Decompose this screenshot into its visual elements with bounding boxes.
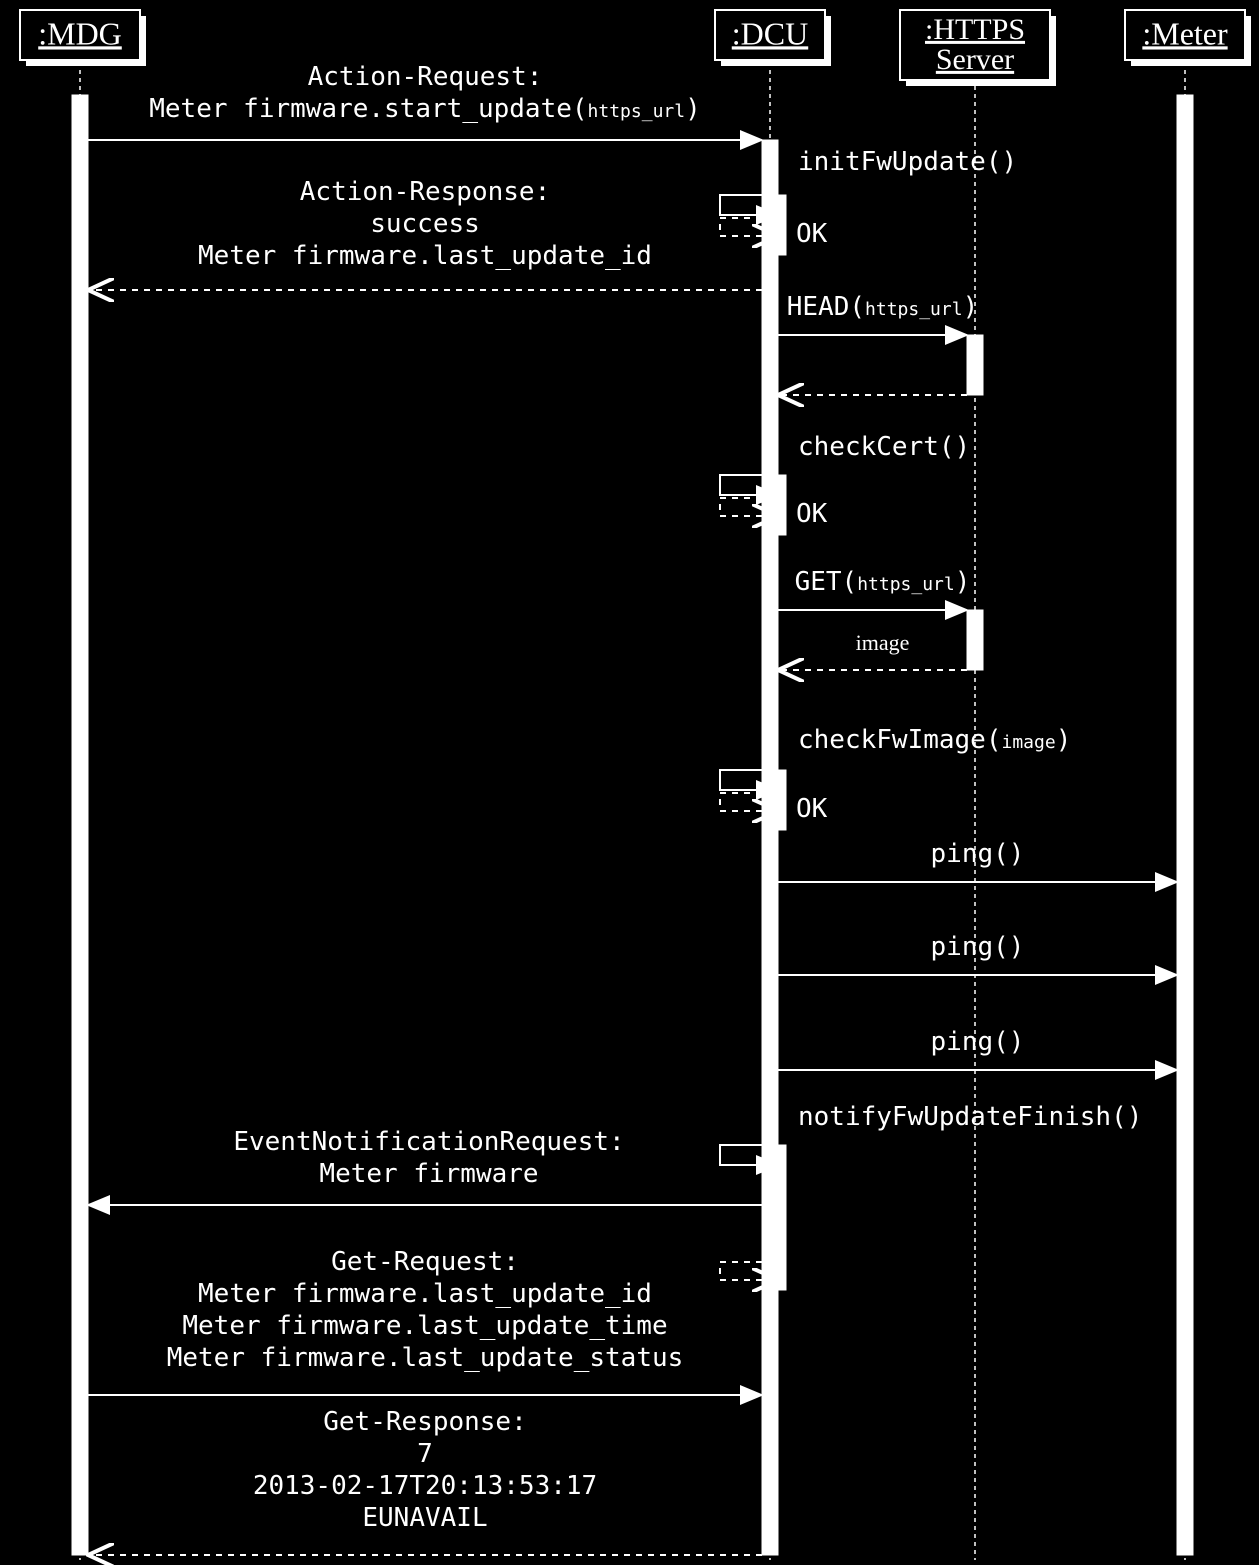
activation-dcu-6 bbox=[770, 475, 786, 535]
activation-dcu-8 bbox=[770, 1145, 786, 1290]
message-15-line-3: EUNAVAIL bbox=[362, 1503, 487, 1533]
message-14-line-0: Get-Request: bbox=[331, 1247, 519, 1277]
message-14-line-1: Meter firmware.last_update_id bbox=[198, 1279, 652, 1309]
activation-https-3 bbox=[967, 335, 983, 395]
message-15-line-1: 7 bbox=[417, 1439, 433, 1469]
message-14-line-3: Meter firmware.last_update_status bbox=[167, 1343, 684, 1373]
message-8-return-label: OK bbox=[796, 794, 828, 824]
message-7-line-0: image bbox=[856, 630, 910, 655]
message-1-return-label: OK bbox=[796, 219, 828, 249]
message-2-line-0: Action-Response: bbox=[300, 177, 550, 207]
participant-label-mdg: :MDG bbox=[38, 15, 122, 51]
message-12-line-0: notifyFwUpdateFinish() bbox=[798, 1102, 1142, 1132]
participant-label-https-0: :HTTPS bbox=[925, 13, 1025, 46]
message-14-line-2: Meter firmware.last_update_time bbox=[182, 1311, 667, 1341]
activation-https-4 bbox=[967, 610, 983, 670]
sequence-diagram: :MDG :DCU :HTTPSServer :Meter Action-Request… bbox=[0, 0, 1259, 1565]
message-15-line-0: Get-Response: bbox=[323, 1407, 527, 1437]
participant-label-dcu: :DCU bbox=[732, 15, 808, 51]
activation-meter-2 bbox=[1177, 95, 1193, 1555]
message-0-line-0: Action-Request: bbox=[308, 62, 543, 92]
activation-dcu-1 bbox=[762, 140, 778, 1555]
participant-label-https-1: Server bbox=[936, 43, 1014, 76]
message-2-line-1: success bbox=[370, 209, 480, 239]
message-2-line-2: Meter firmware.last_update_id bbox=[198, 241, 652, 271]
message-5-line-0: checkCert() bbox=[798, 432, 970, 462]
message-11-line-0: ping() bbox=[931, 1027, 1025, 1057]
activation-mdg-0 bbox=[72, 95, 88, 1555]
message-13-line-0: EventNotificationRequest: bbox=[233, 1127, 624, 1157]
activation-dcu-7 bbox=[770, 770, 786, 830]
activation-dcu-5 bbox=[770, 195, 786, 255]
message-9-line-0: ping() bbox=[931, 839, 1025, 869]
message-5-return-label: OK bbox=[796, 499, 828, 529]
message-15-line-2: 2013-02-17T20:13:53:17 bbox=[253, 1471, 597, 1501]
message-13-line-1: Meter firmware bbox=[319, 1159, 538, 1189]
participant-label-meter: :Meter bbox=[1142, 15, 1228, 51]
message-1-line-0: initFwUpdate() bbox=[798, 147, 1017, 177]
message-10-line-0: ping() bbox=[931, 932, 1025, 962]
